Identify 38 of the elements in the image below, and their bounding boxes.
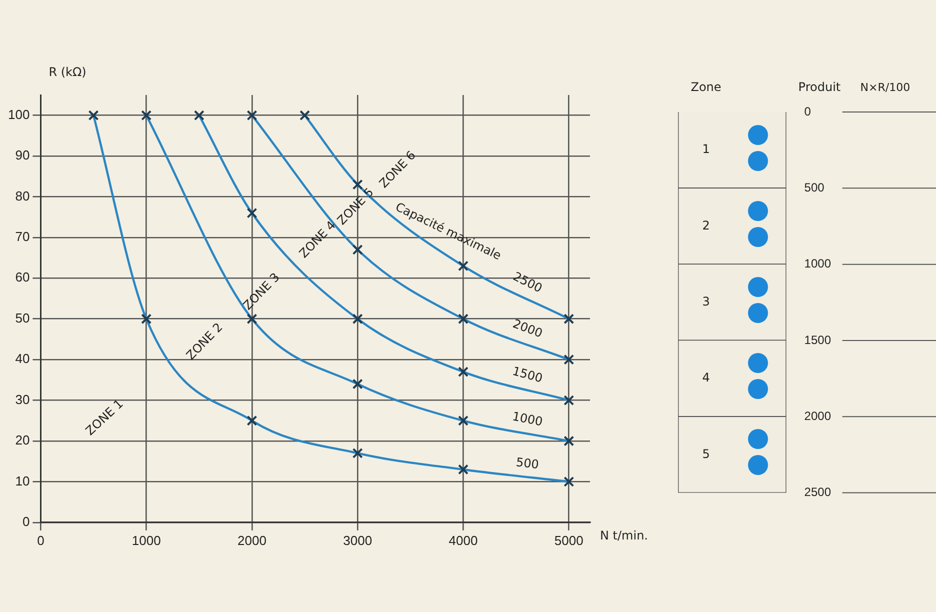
y-tick-label: 50: [15, 310, 30, 326]
y2-axis-title: N×R/100: [860, 80, 910, 94]
x-axis-title: N t/min.: [600, 528, 648, 543]
series-label: 5: [702, 446, 710, 461]
y-tick-label: 80: [15, 188, 30, 204]
text: 2000: [510, 316, 544, 340]
x-tick-label: 1000: [132, 532, 161, 548]
series-label: 1: [702, 142, 710, 156]
text: 500: [515, 455, 540, 472]
x-tick-label: 2000: [238, 532, 266, 548]
text: 1500: [511, 364, 544, 386]
y-tick-label: 0: [22, 514, 30, 529]
y-axis-title: Produit: [798, 80, 841, 94]
y-tick-label: 20: [15, 432, 30, 448]
y-tick-label: 10: [15, 473, 30, 488]
series-label: 4: [702, 370, 710, 385]
text: 2500: [510, 269, 545, 296]
y-tick-label: 60: [15, 270, 30, 285]
y-tick-label: 90: [15, 148, 30, 163]
series-label: 3: [702, 294, 710, 309]
y-tick-label: 70: [15, 229, 30, 244]
x-tick-label: 5000: [554, 532, 584, 548]
y-tick-label: 2500: [804, 485, 832, 500]
y-tick-label: 30: [15, 392, 30, 407]
y-axis-title: R (kΩ): [48, 65, 86, 80]
series-label: 2: [702, 218, 710, 232]
x-tick-label: 4000: [448, 532, 478, 548]
x-tick-label: 0: [37, 532, 44, 548]
x-axis-title: Zone: [690, 80, 722, 94]
x-tick-label: 3000: [343, 532, 372, 548]
y-tick-label: 1000: [804, 256, 832, 271]
y-tick-label: 40: [15, 351, 30, 366]
y-tick-label: 0: [804, 104, 812, 118]
y-tick-label: 500: [804, 180, 825, 194]
text: 1000: [511, 409, 544, 429]
y-tick-label: 2000: [804, 408, 832, 423]
y-tick-label: 100: [8, 106, 30, 122]
y-tick-label: 1500: [804, 332, 832, 347]
